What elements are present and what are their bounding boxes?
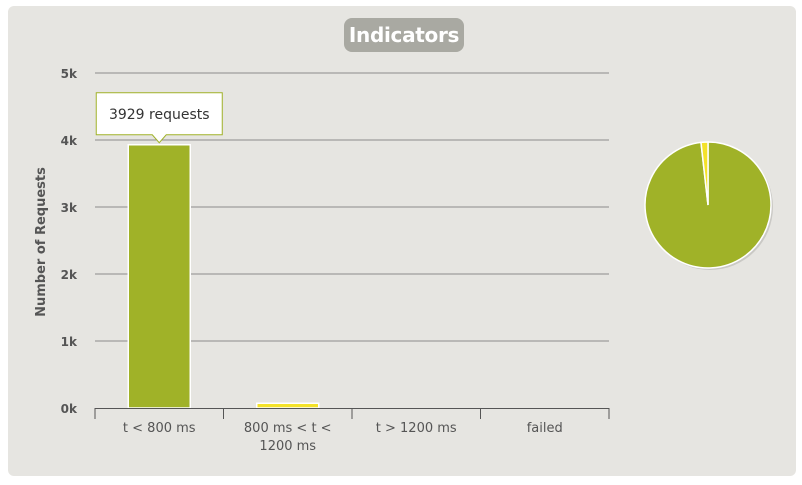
x-tick-label-1-0: 800 ms < t < [244, 421, 332, 436]
x-tick-labels: t < 800 ms 800 ms < t < 1200 ms t > 1200 ms… [123, 421, 563, 454]
bar-0 [127, 144, 191, 409]
y-tick-label-3: 3k [61, 201, 78, 215]
x-tick-label-1-1: 1200 ms [259, 439, 316, 454]
y-tick-label-4: 4k [61, 134, 78, 148]
y-tick-label-2: 2k [61, 268, 78, 282]
tooltip-box [95, 92, 223, 144]
x-axis [94, 408, 610, 419]
pie-chart [644, 141, 773, 270]
y-tick-label-1: 1k [61, 335, 78, 349]
chart-title: Indicators [344, 18, 464, 52]
x-tick-label-2-0: t > 1200 ms [376, 421, 457, 436]
y-axis-title: Number of Requests [34, 167, 49, 317]
y-tick-label-5: 5k [61, 67, 78, 81]
y-tick-labels: 0k 1k 2k 3k 4k 5k [61, 67, 78, 416]
bars [127, 144, 320, 409]
x-tick-label-3-0: failed [527, 421, 563, 436]
pie-slice-1 [700, 141, 709, 206]
x-tick-label-0-0: t < 800 ms [123, 421, 196, 436]
y-tick-label-0: 0k [61, 402, 78, 416]
tooltip-text: 3929 requests [109, 107, 210, 123]
bar-tooltip: 3929 requests [95, 92, 223, 144]
bar-1 [256, 402, 320, 409]
